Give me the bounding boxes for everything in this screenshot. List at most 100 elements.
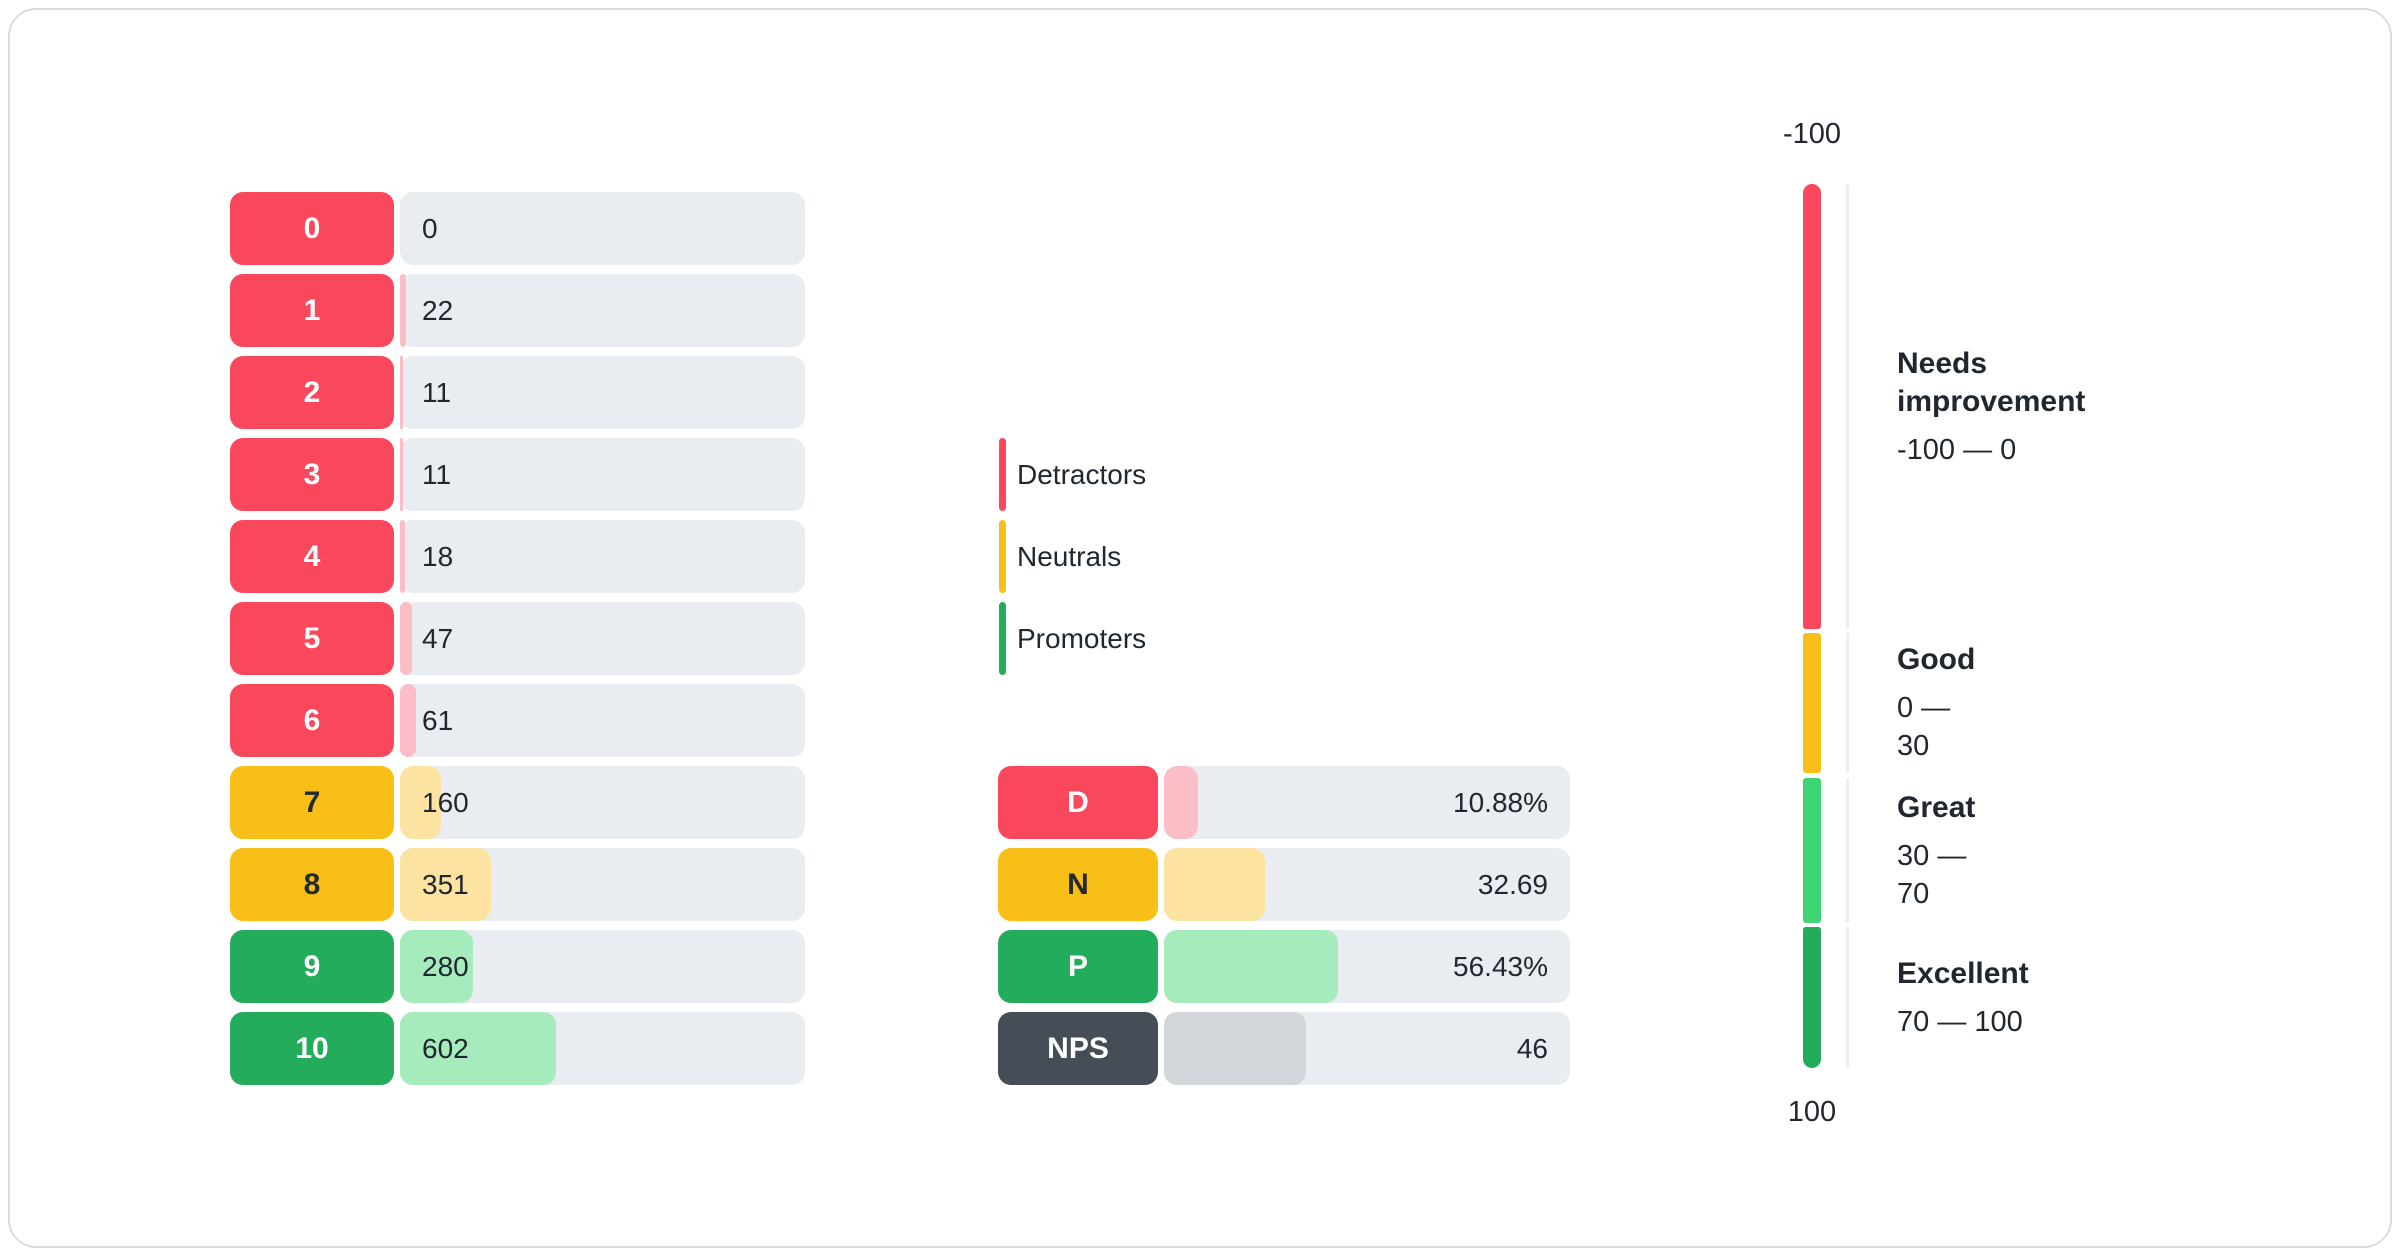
gauge-zone-label: Excellent 70 — 100 [1897,955,2029,1041]
gauge-zone-title: Excellent [1897,956,2029,990]
score-track: 47 [400,602,805,675]
score-fill-bar [400,438,403,511]
nps-gauge-bar [1803,184,1821,1068]
score-fill-bar [400,684,416,757]
legend-label: Promoters [1017,622,1147,654]
score-count-label: 0 [422,212,438,244]
score-row: 4 18 [230,520,805,593]
summary-row-nps: NPS 46 [998,1012,1570,1085]
gauge-divider-segment [1846,778,1849,923]
gauge-zone-range: -100 — 0 [1897,433,2017,466]
gauge-zone-label: Needs improvement -100 — 0 [1897,345,2085,469]
score-track: 0 [400,192,805,265]
score-track: 22 [400,274,805,347]
score-row: 1 22 [230,274,805,347]
gauge-divider-line [1846,184,1849,1068]
legend-color-bar [999,602,1006,675]
summary-track: 32.69 [1164,848,1570,921]
score-row: 8 351 [230,848,805,921]
summary-track: 10.88% [1164,766,1570,839]
gauge-zone-range: 30 — 70 [1897,839,1967,910]
gauge-zone-label: Great 30 — 70 [1897,789,1975,913]
score-track: 602 [400,1012,805,1085]
score-fill-bar [400,848,491,921]
score-badge: 6 [230,684,394,757]
score-fill-bar [400,602,413,675]
score-row: 9 280 [230,930,805,1003]
gauge-zone-range: 70 — 100 [1897,1005,2023,1038]
score-badge: 1 [230,274,394,347]
summary-fill-bar [1164,766,1198,839]
score-count-label: 160 [422,786,469,818]
summary-row-n: N 32.69 [998,848,1570,921]
score-row: 6 61 [230,684,805,757]
score-count-label: 11 [422,458,452,490]
score-count-label: 18 [422,540,454,572]
score-row: 7 160 [230,766,805,839]
score-badge: 0 [230,192,394,265]
gauge-divider-segment [1846,633,1849,773]
gauge-segment-promoter [1803,927,1821,1068]
summary-value: 10.88% [1453,786,1548,818]
gauge-zone-range: 0 — 30 [1897,692,1951,762]
summary-value: 46 [1516,1032,1548,1064]
legend: Detractors Neutrals Promoters [999,438,1146,675]
legend-color-bar [999,520,1006,593]
score-count-label: 47 [422,622,454,654]
score-distribution-list: 0 0 1 22 2 11 3 11 4 18 5 47 6 61 7 160 8 351 9 280 10 602 [230,192,805,1085]
score-row: 10 602 [230,1012,805,1085]
legend-label: Neutrals [1017,540,1122,572]
score-track: 11 [400,356,805,429]
legend-label: Detractors [1017,458,1147,490]
gauge-zone-label: Good 0 — 30 [1897,641,1975,765]
score-count-label: 61 [422,704,454,736]
summary-fill-bar [1164,1012,1306,1085]
score-count-label: 11 [422,376,452,408]
gauge-zone-title: Needs improvement [1897,346,2086,418]
summary-track: 46 [1164,1012,1570,1085]
summary-value: 32.69 [1477,868,1548,900]
summary-badge: P [998,930,1158,1003]
score-fill-bar [400,930,473,1003]
score-badge: 4 [230,520,394,593]
legend-item-neutral: Neutrals [999,520,1146,593]
gauge-zone-title: Good [1897,643,1976,676]
score-badge: 3 [230,438,394,511]
score-badge: 9 [230,930,394,1003]
summary-fill-bar [1164,930,1339,1003]
score-fill-bar [400,274,406,347]
nps-summary-list: D 10.88% N 32.69 P 56.43% NPS 46 [998,766,1570,1085]
score-count-label: 22 [422,294,454,326]
score-track: 18 [400,520,805,593]
summary-row-d: D 10.88% [998,766,1570,839]
summary-value: 56.43% [1453,950,1548,982]
score-fill-bar [400,766,442,839]
summary-fill-bar [1164,848,1265,921]
score-badge: 2 [230,356,394,429]
summary-badge: N [998,848,1158,921]
score-count-label: 602 [422,1032,469,1064]
score-track: 351 [400,848,805,921]
gauge-min-label: -100 [1782,118,1842,150]
score-track: 61 [400,684,805,757]
score-badge: 7 [230,766,394,839]
summary-badge: NPS [998,1012,1158,1085]
score-badge: 5 [230,602,394,675]
score-badge: 10 [230,1012,394,1085]
gauge-divider-segment [1846,927,1849,1068]
gauge-divider-segment [1846,184,1849,629]
legend-color-bar [999,438,1006,511]
score-track: 280 [400,930,805,1003]
score-fill-bar [400,520,405,593]
gauge-zone-title: Great [1897,790,1976,824]
score-track: 160 [400,766,805,839]
score-fill-bar [400,356,403,429]
score-badge: 8 [230,848,394,921]
score-count-label: 280 [422,950,469,982]
score-fill-bar [400,1012,556,1085]
summary-row-p: P 56.43% [998,930,1570,1003]
gauge-max-label: 100 [1787,1096,1837,1128]
gauge-segment-promoter_bright [1803,778,1821,923]
score-count-label: 351 [422,868,469,900]
